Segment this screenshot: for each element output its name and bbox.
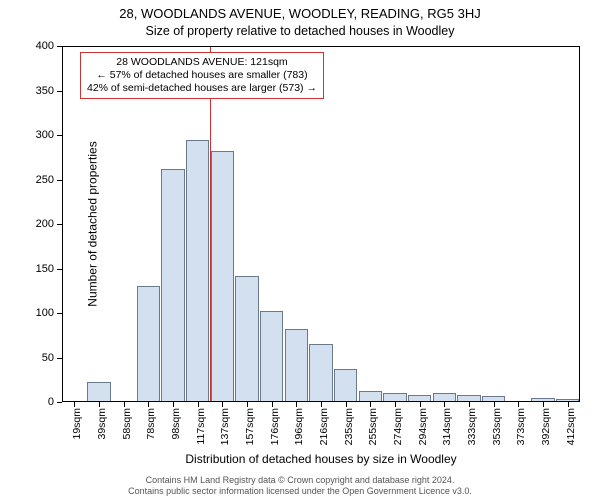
x-tick-label: 176sqm (269, 408, 281, 445)
histogram-bar (309, 344, 332, 402)
footer-attribution: Contains HM Land Registry data © Crown c… (0, 475, 600, 497)
x-tick (173, 402, 174, 407)
x-tick (469, 402, 470, 407)
x-tick (321, 402, 322, 407)
x-tick (222, 402, 223, 407)
x-tick (99, 402, 100, 407)
x-tick (518, 402, 519, 407)
histogram-bar (408, 395, 431, 402)
x-tick-label: 58sqm (121, 408, 133, 440)
x-tick-label: 314sqm (441, 408, 453, 445)
histogram-bar (457, 395, 480, 402)
x-tick-label: 274sqm (392, 408, 404, 445)
x-tick (568, 402, 569, 407)
y-tick-label: 300 (36, 129, 62, 141)
y-tick-label: 50 (42, 352, 62, 364)
y-tick-label: 200 (36, 218, 62, 230)
x-tick-label: 412sqm (565, 408, 577, 445)
histogram-bar (285, 329, 308, 402)
histogram-bar (433, 393, 456, 402)
histogram-bar (359, 391, 382, 402)
y-tick-label: 400 (36, 40, 62, 52)
histogram-bar (334, 369, 357, 402)
histogram-bar (235, 276, 258, 402)
x-tick-label: 196sqm (293, 408, 305, 445)
callout-line: ← 57% of detached houses are smaller (78… (87, 69, 317, 82)
plot-area: 05010015020025030035040019sqm39sqm58sqm7… (62, 46, 580, 402)
x-tick-label: 373sqm (515, 408, 527, 445)
x-tick (74, 402, 75, 407)
callout-box: 28 WOODLANDS AVENUE: 121sqm ← 57% of det… (80, 52, 324, 99)
x-tick-label: 216sqm (318, 408, 330, 445)
x-tick (346, 402, 347, 407)
x-tick-label: 333sqm (466, 408, 478, 445)
histogram-bar (137, 286, 160, 402)
x-tick (420, 402, 421, 407)
x-tick (543, 402, 544, 407)
x-tick-label: 157sqm (244, 408, 256, 445)
x-tick (444, 402, 445, 407)
x-tick-label: 98sqm (170, 408, 182, 440)
x-tick-label: 294sqm (417, 408, 429, 445)
histogram-bar (383, 393, 406, 402)
x-tick-label: 392sqm (540, 408, 552, 445)
x-tick-label: 255sqm (367, 408, 379, 445)
callout-line: 28 WOODLANDS AVENUE: 121sqm (87, 56, 317, 69)
x-tick (124, 402, 125, 407)
x-tick-label: 78sqm (145, 408, 157, 440)
histogram-bar (186, 140, 209, 402)
x-tick (198, 402, 199, 407)
x-tick (296, 402, 297, 407)
x-tick-label: 235sqm (343, 408, 355, 445)
histogram-bar (161, 169, 184, 402)
histogram-bar (87, 382, 110, 402)
x-tick (148, 402, 149, 407)
chart-subtitle: Size of property relative to detached ho… (0, 21, 600, 38)
y-tick-label: 350 (36, 85, 62, 97)
y-tick-label: 0 (48, 396, 62, 408)
x-tick (247, 402, 248, 407)
reference-line (210, 46, 211, 402)
x-tick-label: 19sqm (71, 408, 83, 440)
x-tick (370, 402, 371, 407)
callout-line: 42% of semi-detached houses are larger (… (87, 82, 317, 95)
x-tick-label: 39sqm (96, 408, 108, 440)
y-tick-label: 250 (36, 174, 62, 186)
x-tick (494, 402, 495, 407)
x-axis-title: Distribution of detached houses by size … (62, 452, 580, 466)
chart-title: 28, WOODLANDS AVENUE, WOODLEY, READING, … (0, 0, 600, 21)
x-tick-label: 137sqm (219, 408, 231, 445)
y-tick-label: 100 (36, 307, 62, 319)
x-tick (272, 402, 273, 407)
histogram-bar (211, 151, 234, 402)
histogram-bar (260, 311, 283, 402)
x-tick-label: 353sqm (491, 408, 503, 445)
y-tick-label: 150 (36, 263, 62, 275)
x-tick (395, 402, 396, 407)
x-tick-label: 117sqm (195, 408, 207, 445)
